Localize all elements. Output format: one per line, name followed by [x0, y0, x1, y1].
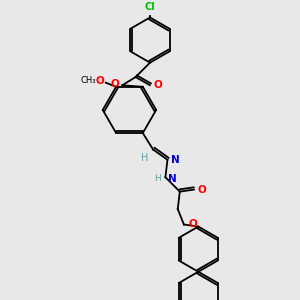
Text: O: O — [197, 184, 206, 195]
Text: CH₃: CH₃ — [80, 76, 95, 85]
Text: O: O — [110, 79, 119, 89]
Text: H: H — [141, 153, 148, 163]
Text: N: N — [170, 155, 179, 165]
Text: O: O — [188, 220, 197, 230]
Text: Cl: Cl — [145, 2, 155, 12]
Text: O: O — [95, 76, 104, 85]
Text: N: N — [169, 174, 177, 184]
Text: O: O — [153, 80, 162, 90]
Text: H: H — [154, 174, 161, 183]
